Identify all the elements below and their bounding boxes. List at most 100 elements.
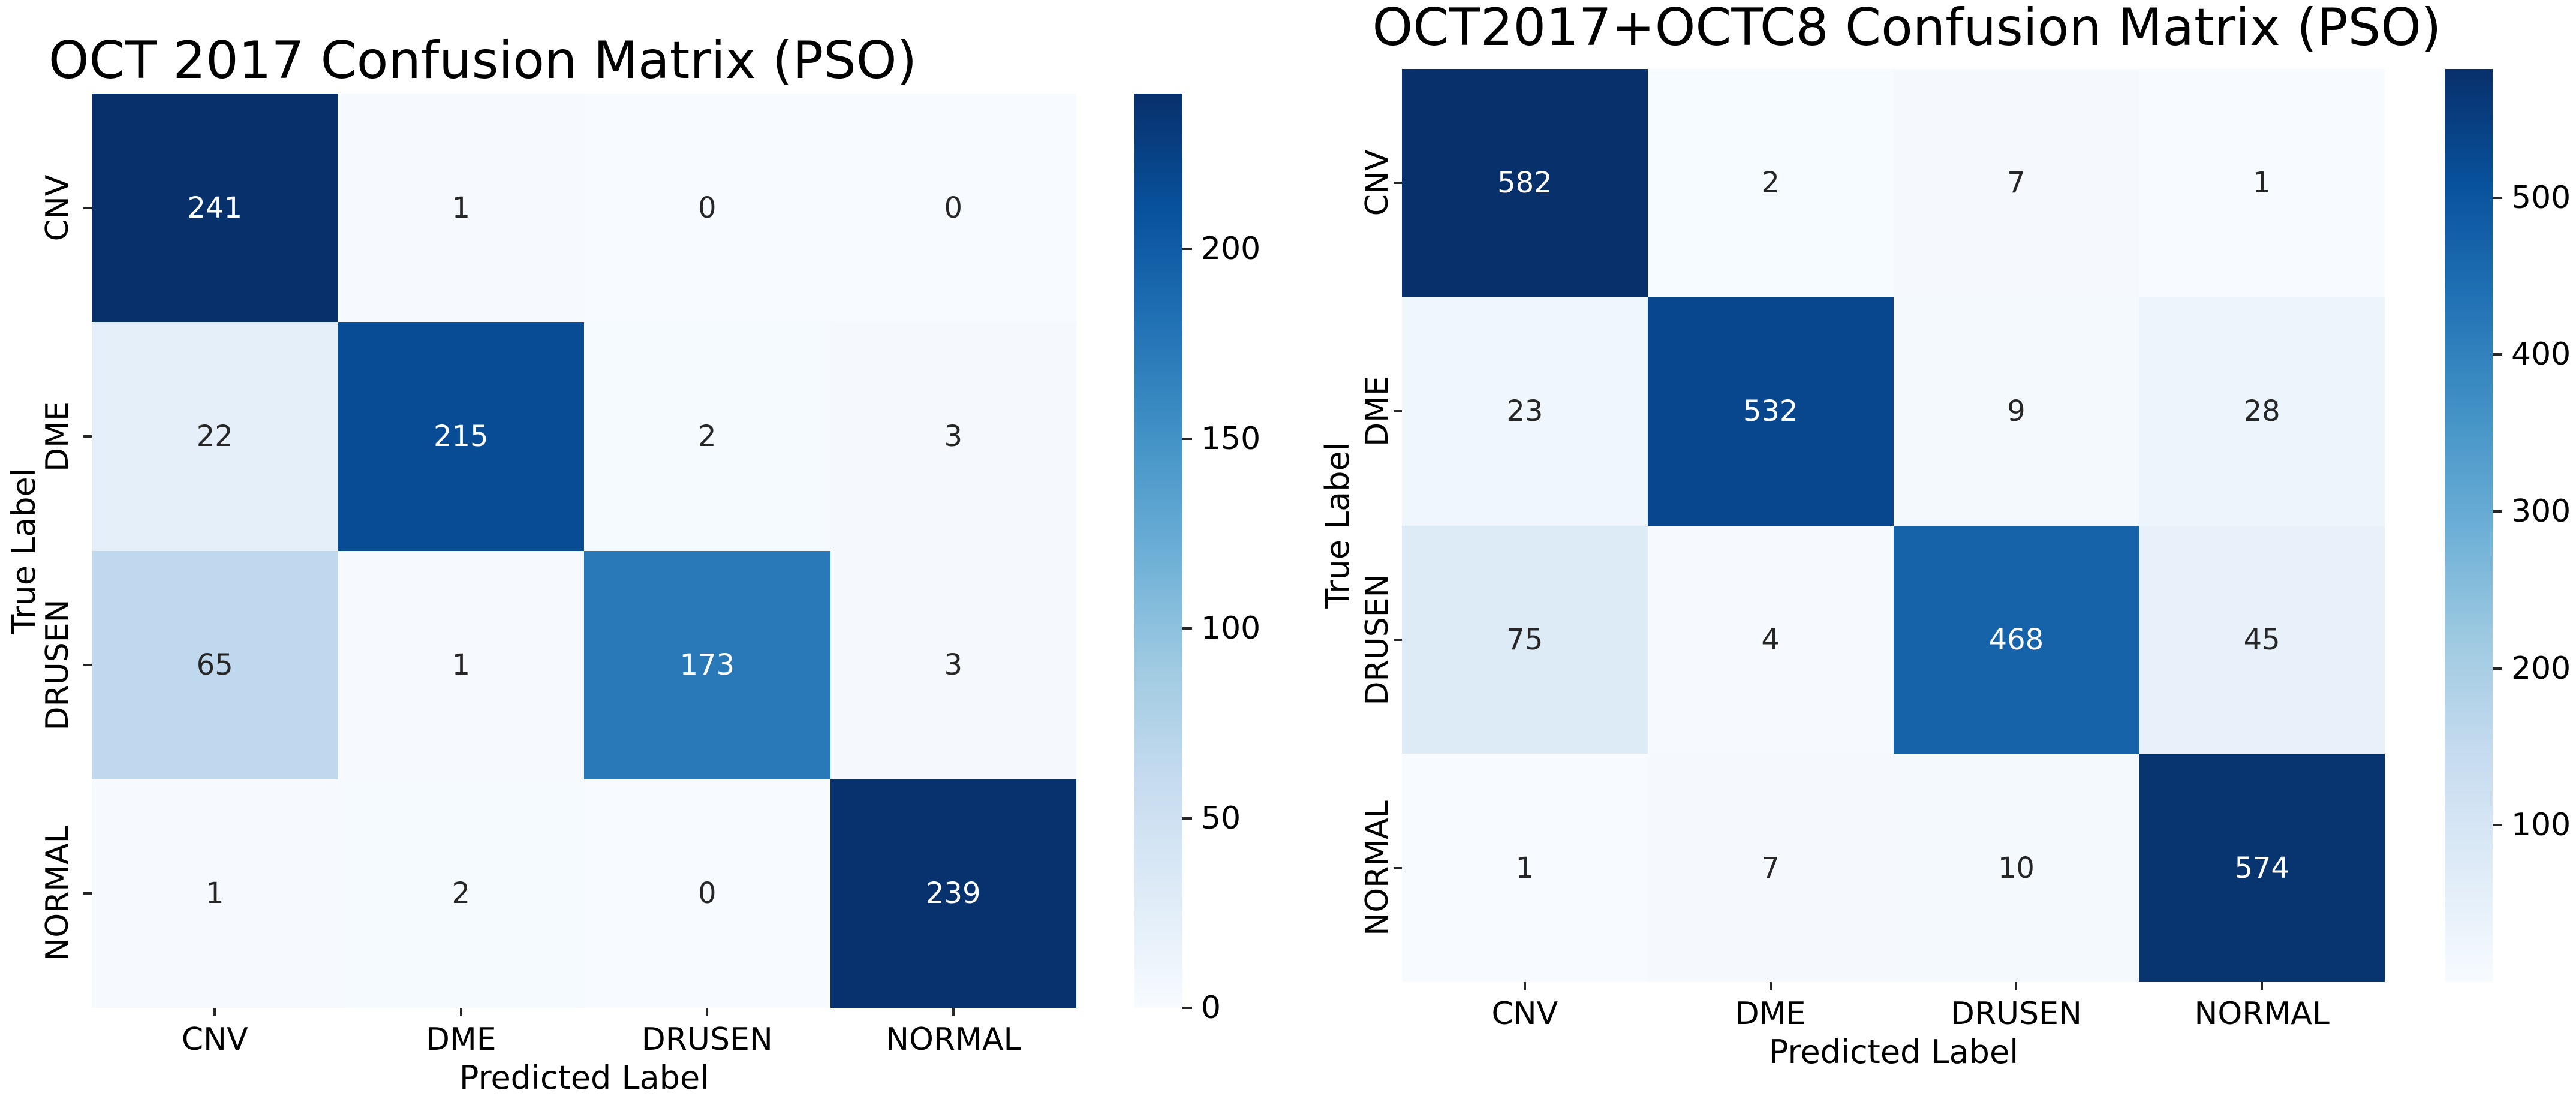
heatmap-cell: 574 (2139, 754, 2385, 982)
x-tick-label: NORMAL (2194, 996, 2330, 1032)
colorbar-tick-mark (2493, 824, 2502, 827)
cell-value: 23 (1506, 395, 1543, 429)
cell-value: 173 (679, 648, 735, 682)
heatmap-cell: 0 (830, 94, 1076, 323)
cell-value: 582 (1497, 166, 1552, 200)
cell-value: 2 (452, 877, 471, 911)
cell-value: 0 (944, 191, 963, 225)
cell-value: 22 (196, 419, 233, 453)
heatmap-cell: 239 (830, 779, 1076, 1008)
plot-title: OCT 2017 Confusion Matrix (PSO) (48, 31, 917, 91)
x-tick-mark (1769, 982, 1772, 990)
cell-value: 1 (452, 191, 471, 225)
y-tick-label: DRUSEN (40, 599, 76, 731)
heatmap-cell: 1 (2139, 69, 2385, 297)
colorbar-tick-label: 100 (2511, 807, 2571, 844)
heatmap-cell: 10 (1893, 754, 2139, 982)
y-tick-mark (1394, 182, 1402, 185)
cell-value: 1 (452, 648, 471, 682)
x-tick-mark (213, 1008, 216, 1016)
colorbar-tick-mark (1182, 248, 1192, 251)
cell-value: 10 (1997, 851, 2035, 885)
heatmap-cell: 0 (584, 779, 830, 1008)
x-tick-mark (2261, 982, 2264, 990)
heatmap-grid: 241 1 0 0 22 215 2 3 65 1 173 3 1 2 0 239 (92, 94, 1076, 1008)
heatmap-cell: 45 (2139, 525, 2385, 754)
colorbar-tick-mark (1182, 1007, 1192, 1009)
heatmap-cell: 2 (1647, 69, 1894, 297)
heatmap-grid: 582 2 7 1 23 532 9 28 75 4 468 45 1 7 10 574 (1402, 69, 2385, 982)
x-tick-label: DRUSEN (1950, 996, 2082, 1032)
cell-value: 2 (1761, 166, 1780, 200)
x-tick-mark (1523, 982, 1526, 990)
cell-value: 468 (1988, 622, 2044, 657)
heatmap-cell: 2 (338, 779, 584, 1008)
y-tick-label: DME (1359, 376, 1395, 447)
colorbar-tick-mark (1182, 817, 1192, 820)
x-tick-label: CNV (181, 1022, 248, 1058)
x-tick-mark (2015, 982, 2018, 990)
colorbar-tick-label: 150 (1201, 420, 1261, 457)
y-tick-mark (1394, 410, 1402, 413)
y-tick-mark (1394, 866, 1402, 869)
x-tick-label: CNV (1491, 996, 1558, 1032)
colorbar-tick-mark (1182, 437, 1192, 440)
cell-value: 574 (2234, 851, 2289, 885)
colorbar-gradient (1134, 94, 1182, 1008)
cell-value: 7 (1761, 851, 1780, 885)
x-tick-mark (706, 1008, 709, 1016)
cell-value: 215 (433, 419, 489, 453)
y-tick-label: CNV (40, 174, 76, 242)
x-tick-label: DME (1735, 996, 1806, 1032)
colorbar-tick-label: 200 (2511, 650, 2571, 686)
colorbar-tick-label: 400 (2511, 336, 2571, 373)
y-tick-label: DRUSEN (1359, 574, 1395, 706)
x-tick-mark (952, 1008, 955, 1016)
colorbar-gradient (2445, 69, 2493, 982)
cell-value: 9 (2007, 395, 2026, 429)
colorbar-tick-mark (2493, 353, 2502, 356)
heatmap-cell: 75 (1402, 525, 1648, 754)
colorbar-tick-mark (2493, 196, 2502, 199)
heatmap-cell: 173 (584, 550, 830, 779)
plot-title: OCT2017+OCTC8 Confusion Matrix (PSO) (1372, 0, 2442, 58)
heatmap-cell: 1 (1402, 754, 1648, 982)
heatmap-cell: 1 (92, 779, 338, 1008)
cell-value: 3 (944, 419, 963, 453)
cell-value: 3 (944, 648, 963, 682)
heatmap-cell: 1 (338, 94, 584, 323)
cell-value: 4 (1761, 622, 1780, 657)
heatmap-cell: 2 (584, 322, 830, 551)
heatmap-cell: 215 (338, 322, 584, 551)
heatmap-cell: 65 (92, 550, 338, 779)
cell-value: 239 (925, 877, 981, 911)
cell-value: 1 (205, 877, 224, 911)
heatmap-cell: 3 (830, 322, 1076, 551)
colorbar-tick-label: 500 (2511, 179, 2571, 216)
heatmap-cell: 7 (1647, 754, 1894, 982)
y-axis-label: True Label (5, 468, 43, 634)
x-tick-label: DRUSEN (641, 1022, 773, 1058)
colorbar-tick-label: 100 (1201, 610, 1261, 647)
y-tick-label: DME (40, 401, 76, 472)
cell-value: 532 (1743, 395, 1798, 429)
y-tick-mark (83, 206, 92, 209)
heatmap-cell: 0 (584, 94, 830, 323)
heatmap-cell: 28 (2139, 297, 2385, 526)
cell-value: 2 (697, 419, 717, 453)
y-tick-label: NORMAL (1359, 800, 1395, 936)
cell-value: 1 (2252, 166, 2271, 200)
x-tick-label: DME (425, 1022, 496, 1058)
heatmap-cell: 4 (1647, 525, 1894, 754)
y-tick-mark (83, 664, 92, 667)
y-tick-mark (83, 435, 92, 438)
cell-value: 241 (187, 191, 243, 225)
cell-value: 45 (2243, 622, 2280, 657)
colorbar-tick-label: 0 (1201, 990, 1221, 1026)
heatmap-cell: 532 (1647, 297, 1894, 526)
colorbar-tick-mark (2493, 510, 2502, 513)
y-axis-label: True Label (1319, 442, 1356, 609)
x-tick-label: NORMAL (886, 1022, 1021, 1058)
colorbar-tick-mark (1182, 627, 1192, 630)
